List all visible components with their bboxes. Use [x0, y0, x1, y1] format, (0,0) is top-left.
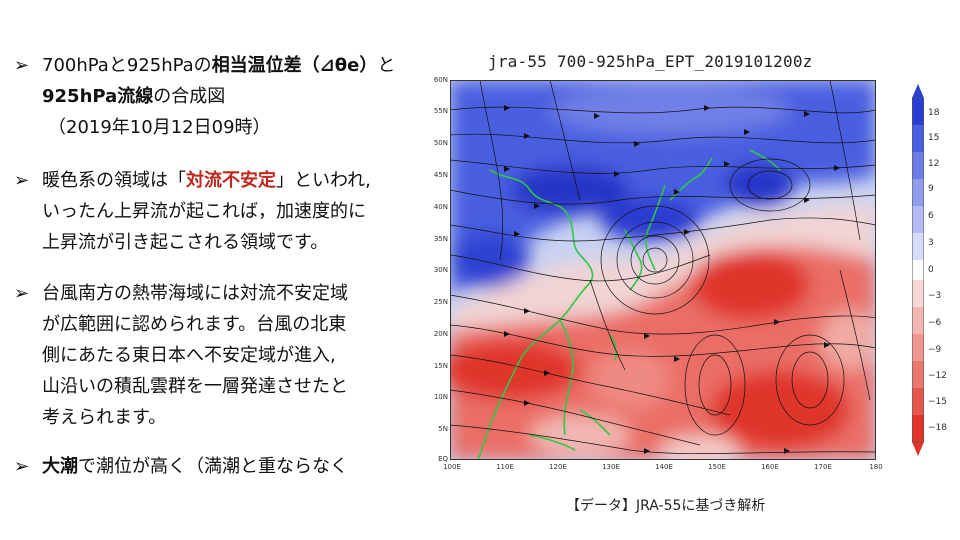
- lat-label: 60N: [433, 76, 448, 84]
- lon-label: 120E: [549, 463, 567, 471]
- colorbar-swatches: [912, 84, 924, 456]
- lon-label: 140E: [655, 463, 673, 471]
- data-source-caption: 【データ】JRA-55に基づき解析: [566, 498, 766, 514]
- lat-label: 20N: [433, 330, 448, 338]
- bullet-1-line-3: （2019年10月12日09時）: [48, 117, 271, 138]
- bullet-3: ➢ 台風南方の熱帯海域には対流不安定域 が広範囲に認められます。台風の北東 側に…: [14, 278, 444, 433]
- bullet-4-line-1: 大潮で潮位が高く（満潮と重ならなく: [42, 456, 348, 477]
- bullet-1-line-1: 700hPaと925hPaの相当温位差（⊿θe）と: [42, 55, 396, 76]
- colorbar-label: 9: [928, 184, 934, 194]
- colorbar-label: 18: [928, 108, 940, 118]
- bullet-3-line-4: 山沿いの積乱雲群を一層発達させたと: [42, 376, 348, 397]
- bullet-3-line-5: 考えられます。: [42, 407, 167, 428]
- colorbar-label: −6: [928, 318, 942, 328]
- ept-streamline-map: [450, 80, 876, 460]
- lon-label: 180: [869, 463, 883, 471]
- colorbar-label: 15: [928, 133, 940, 143]
- lon-label: 100E: [443, 463, 461, 471]
- colorbar-label: 6: [928, 211, 934, 221]
- bullet-3-line-1: 台風南方の熱帯海域には対流不安定域: [42, 283, 348, 304]
- bullet-1-line-2: 925hPa流線の合成図: [42, 86, 226, 107]
- colorbar-label: −12: [928, 371, 947, 381]
- bullet-2-line-3: 上昇流が引き起こされる領域です。: [42, 232, 329, 253]
- colorbar: [912, 84, 924, 456]
- colorbar-label: 0: [928, 265, 934, 275]
- lon-label: 130E: [602, 463, 620, 471]
- arrow-bullet-icon: ➢: [14, 456, 30, 477]
- lat-label: 55N: [433, 107, 448, 115]
- lat-label: 10N: [433, 393, 448, 401]
- lon-label: 110E: [496, 463, 514, 471]
- colorbar-label: −18: [928, 423, 947, 433]
- lat-label: 30N: [433, 266, 448, 274]
- bullet-2: ➢ 暖色系の領域は「対流不安定」といわれ, いったん上昇流が起これば，加速度的に…: [14, 165, 444, 258]
- bullet-2-line-2: いったん上昇流が起これば，加速度的に: [42, 201, 366, 222]
- colorbar-label: −3: [928, 291, 942, 301]
- lat-label: 5N: [438, 425, 448, 433]
- bullet-4: ➢ 大潮で潮位が高く（満潮と重ならなく: [14, 451, 444, 482]
- lat-label: 40N: [433, 203, 448, 211]
- lon-label: 160E: [761, 463, 779, 471]
- colorbar-label: 12: [928, 159, 940, 169]
- map-canvas: [450, 80, 876, 460]
- bullet-1: ➢ 700hPaと925hPaの相当温位差（⊿θe）と 925hPa流線の合成図…: [14, 50, 444, 143]
- bullet-3-line-3: 側にあたる東日本へ不安定域が進入,: [42, 345, 336, 366]
- lat-label: 45N: [433, 171, 448, 179]
- arrow-bullet-icon: ➢: [14, 170, 30, 191]
- shading-layer: [450, 80, 876, 460]
- bullet-2-line-1: 暖色系の領域は「対流不安定」といわれ,: [42, 170, 371, 191]
- bullet-3-line-2: が広範囲に認められます。台風の北東: [42, 314, 347, 335]
- arrow-bullet-icon: ➢: [14, 55, 30, 76]
- arrow-bullet-icon: ➢: [14, 283, 30, 304]
- lon-label: 150E: [708, 463, 726, 471]
- colorbar-label: −15: [928, 397, 947, 407]
- coastline-layer: [477, 149, 781, 460]
- lat-label: EQ: [438, 455, 448, 463]
- lat-label: 35N: [433, 235, 448, 243]
- colorbar-label: −9: [928, 345, 942, 355]
- lat-label: 50N: [433, 139, 448, 147]
- map-title: jra-55 700-925hPa_EPT_2019101200z: [488, 52, 813, 71]
- colorbar-label: 3: [928, 238, 934, 248]
- bullet-list: ➢ 700hPaと925hPaの相当温位差（⊿θe）と 925hPa流線の合成図…: [14, 50, 444, 482]
- lat-label: 15N: [433, 362, 448, 370]
- streamline-arrows: [504, 105, 840, 454]
- map-frame: [450, 80, 876, 460]
- lon-label: 170E: [814, 463, 832, 471]
- lat-label: 25N: [433, 298, 448, 306]
